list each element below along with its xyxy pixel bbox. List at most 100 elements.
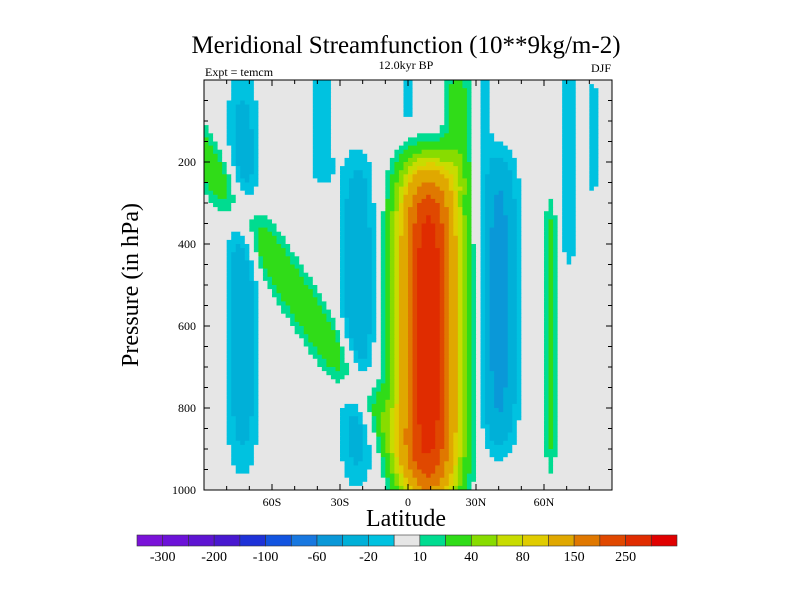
contour-cell <box>489 260 509 265</box>
contour-cell <box>394 465 400 470</box>
contour-cell <box>389 297 395 302</box>
contour-cell <box>204 174 228 179</box>
contour-cell <box>344 203 368 208</box>
contour-cell <box>412 248 418 253</box>
contour-cell <box>213 137 228 142</box>
y-tick-label: 800 <box>178 401 196 415</box>
contour-cell <box>226 256 232 261</box>
contour-cell <box>507 367 518 372</box>
contour-cell <box>235 194 341 200</box>
contour-cell <box>398 268 409 274</box>
contour-cell <box>394 387 400 393</box>
contour-cell <box>507 301 518 306</box>
contour-cell <box>516 301 522 306</box>
contour-cell <box>417 219 427 224</box>
contour-cell <box>385 244 391 249</box>
contour-cell <box>471 223 482 229</box>
contour-cell <box>398 440 404 446</box>
contour-cell <box>385 326 391 331</box>
contour-cell <box>253 408 259 413</box>
contour-cell <box>412 350 418 356</box>
contour-cell <box>439 276 445 282</box>
contour-cell <box>417 342 441 347</box>
contour-cell <box>544 285 550 290</box>
contour-cell <box>544 391 550 397</box>
contour-cell <box>340 350 346 356</box>
contour-cell <box>353 338 368 343</box>
contour-cell <box>226 293 232 298</box>
contour-cell <box>435 465 445 470</box>
contour-cell <box>398 207 404 212</box>
contour-cell <box>462 157 468 163</box>
contour-cell <box>349 317 373 323</box>
contour-cell <box>480 194 486 200</box>
contour-cell <box>521 190 563 196</box>
contour-cell <box>489 367 509 372</box>
contour-cell <box>226 133 237 138</box>
contour-cell <box>226 174 232 179</box>
contour-cell <box>385 371 391 376</box>
contour-cell <box>439 395 445 401</box>
contour-cell <box>204 338 228 343</box>
contour-cell <box>398 153 414 159</box>
contour-cell <box>466 92 472 97</box>
contour-cell <box>321 305 327 311</box>
contour-cell <box>204 317 228 323</box>
contour-cell <box>553 280 559 286</box>
contour-cell <box>507 453 545 458</box>
contour-cell <box>330 121 445 126</box>
contour-cell <box>340 436 350 442</box>
contour-cell <box>244 440 259 446</box>
contour-cell <box>412 440 423 446</box>
contour-cell <box>371 178 386 183</box>
contour-cell <box>457 149 468 155</box>
contour-cell <box>457 174 463 179</box>
contour-cell <box>231 412 255 417</box>
contour-cell <box>575 207 613 212</box>
contour-cell <box>439 461 445 466</box>
contour-cell <box>453 219 459 224</box>
contour-cell <box>557 285 613 290</box>
contour-cell <box>231 149 237 155</box>
contour-cell <box>480 379 486 384</box>
contour-cell <box>516 207 522 212</box>
contour-cell <box>485 264 491 270</box>
contour-cell <box>544 264 550 270</box>
contour-cell <box>385 231 391 237</box>
contour-cell <box>557 231 563 237</box>
contour-cell <box>507 436 518 442</box>
contour-cell <box>235 420 250 425</box>
contour-cell <box>344 235 373 241</box>
contour-cell <box>226 162 232 167</box>
contour-cell <box>349 444 364 450</box>
contour-cell <box>480 280 486 286</box>
contour-cell <box>562 198 577 204</box>
contour-cell <box>480 297 486 302</box>
contour-cell <box>480 244 486 249</box>
contour-cell <box>258 334 300 339</box>
contour-cell <box>312 104 332 110</box>
contour-cell <box>462 203 472 208</box>
contour-cell <box>385 289 391 294</box>
contour-cell <box>371 301 377 306</box>
contour-cell <box>544 350 550 356</box>
contour-cell <box>471 313 477 319</box>
contour-cell <box>303 342 314 347</box>
contour-cell <box>480 96 491 101</box>
contour-cell <box>408 145 468 151</box>
contour-cell <box>516 260 522 265</box>
contour-cell <box>457 350 463 356</box>
contour-cell <box>448 383 459 388</box>
contour-cell <box>380 305 386 311</box>
contour-cell <box>462 174 472 179</box>
contour-cell <box>330 88 404 93</box>
colorbar <box>136 534 678 547</box>
contour-cell <box>516 379 522 384</box>
contour-cell <box>439 203 445 208</box>
contour-cell <box>226 305 232 311</box>
contour-cell <box>253 453 341 458</box>
contour-cell <box>394 207 400 212</box>
contour-cell <box>476 473 613 479</box>
contour-cell <box>258 387 373 393</box>
contour-cell <box>380 383 391 388</box>
